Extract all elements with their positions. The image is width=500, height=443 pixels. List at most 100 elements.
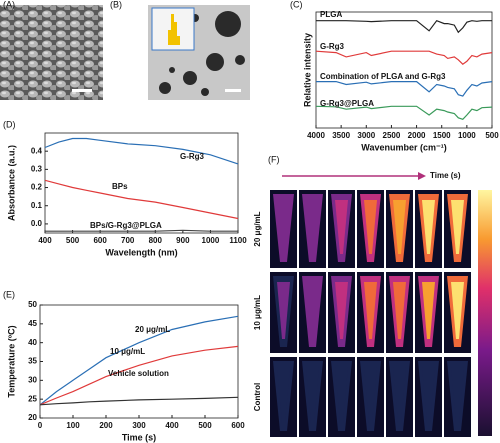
x-tick-label: 500 bbox=[485, 131, 499, 140]
y-tick-label: 40 bbox=[28, 338, 37, 347]
arrow-head bbox=[418, 172, 426, 180]
x-tick-label: 2500 bbox=[383, 131, 401, 140]
x-tick-label: 1100 bbox=[229, 236, 247, 245]
series-line bbox=[44, 137, 239, 165]
tube-core bbox=[364, 200, 377, 254]
y-tick-label: 0.1 bbox=[31, 201, 43, 210]
y-tick-label: 25 bbox=[28, 394, 37, 403]
scale-bar bbox=[225, 89, 241, 92]
series-label: PLGA bbox=[320, 10, 342, 19]
x-tick-label: 3000 bbox=[357, 131, 375, 140]
tube-core bbox=[335, 282, 348, 339]
panel-label: (F) bbox=[268, 154, 280, 164]
x-tick-label: 1000 bbox=[458, 131, 476, 140]
x-tick-label: 600 bbox=[231, 421, 245, 430]
thermal-grid bbox=[270, 190, 471, 437]
tube-core bbox=[422, 200, 435, 254]
series-line bbox=[39, 315, 239, 406]
series-label: G-Rg3@PLGA bbox=[320, 99, 374, 108]
x-tick-label: 1500 bbox=[433, 131, 451, 140]
x-axis-title: Wavelength (nm) bbox=[105, 247, 177, 257]
row-label: 10 μg/mL bbox=[253, 295, 262, 330]
series-label: Combination of PLGA and G-Rg3 bbox=[320, 72, 446, 81]
x-tick-label: 400 bbox=[38, 236, 52, 245]
panel-label: (E) bbox=[3, 289, 15, 299]
panel-label: (A) bbox=[3, 0, 15, 9]
x-tick-label: 200 bbox=[99, 421, 113, 430]
x-axis-title: Wavenumber (cm⁻¹) bbox=[361, 142, 446, 152]
series-label: BPs/G-Rg3@PLGA bbox=[90, 221, 162, 230]
x-tick-label: 400 bbox=[165, 421, 179, 430]
series-line bbox=[316, 81, 493, 97]
x-tick-label: 600 bbox=[93, 236, 107, 245]
y-axis-title: Relative intensity bbox=[302, 33, 312, 107]
tube-core bbox=[306, 367, 319, 423]
series-label: 10 μg/mL bbox=[110, 347, 145, 356]
tube-core bbox=[277, 200, 290, 254]
tube-core bbox=[306, 282, 319, 339]
x-tick-label: 4000 bbox=[307, 131, 325, 140]
x-tick-label: 100 bbox=[66, 421, 80, 430]
x-tick-label: 0 bbox=[38, 421, 43, 430]
plot-frame bbox=[44, 132, 239, 234]
series-line bbox=[39, 396, 239, 406]
y-tick-label: 0.3 bbox=[31, 164, 43, 173]
x-tick-label: 700 bbox=[121, 236, 135, 245]
tube-core bbox=[277, 282, 290, 339]
x-tick-label: 3500 bbox=[332, 131, 350, 140]
tube-core bbox=[306, 200, 319, 254]
x-tick-label: 500 bbox=[66, 236, 80, 245]
y-axis-title: Absorbance (a.u.) bbox=[6, 145, 16, 221]
x-tick-label: 900 bbox=[176, 236, 190, 245]
panel-label: (D) bbox=[3, 119, 16, 129]
row-label: Control bbox=[253, 383, 262, 411]
panel-label: (C) bbox=[290, 0, 303, 9]
y-tick-label: 0.4 bbox=[31, 146, 43, 155]
series-label: Vehicle solution bbox=[108, 369, 169, 378]
y-tick-label: 30 bbox=[28, 375, 37, 384]
x-tick-label: 800 bbox=[149, 236, 163, 245]
tube-core bbox=[335, 200, 348, 254]
x-tick-label: 2000 bbox=[408, 131, 426, 140]
series-label: 20 μg/mL bbox=[135, 325, 170, 334]
series-label: G-Rg3 bbox=[320, 42, 345, 51]
tube-core bbox=[393, 282, 406, 339]
y-tick-label: 0.0 bbox=[31, 219, 43, 228]
y-tick-label: 35 bbox=[28, 357, 37, 366]
y-axis-title: Temperature (ºC) bbox=[6, 325, 16, 397]
series-label: G-Rg3 bbox=[180, 152, 205, 161]
series-line bbox=[316, 19, 492, 34]
series-line bbox=[315, 50, 493, 65]
inset-histogram bbox=[168, 14, 180, 45]
f-time-label: Time (s) bbox=[430, 171, 461, 180]
tube-core bbox=[364, 367, 377, 423]
series-line bbox=[44, 179, 239, 220]
x-tick-label: 300 bbox=[132, 421, 146, 430]
x-tick-label: 1000 bbox=[202, 236, 220, 245]
series-line bbox=[45, 229, 238, 232]
y-tick-label: 50 bbox=[28, 300, 37, 309]
color-bar bbox=[478, 190, 492, 436]
series-label: BPs bbox=[112, 182, 128, 191]
x-tick-label: 500 bbox=[198, 421, 212, 430]
scale-bar bbox=[72, 89, 92, 92]
series-line bbox=[39, 345, 239, 406]
tube-core bbox=[451, 200, 464, 254]
tube-core bbox=[422, 282, 435, 339]
x-axis-title: Time (s) bbox=[122, 432, 156, 442]
plot-frame bbox=[315, 11, 493, 129]
y-tick-label: 45 bbox=[28, 319, 37, 328]
row-label: 20 μg/mL bbox=[253, 211, 262, 246]
tube-core bbox=[451, 282, 464, 339]
tube-core bbox=[393, 367, 406, 423]
tube-core bbox=[393, 200, 406, 254]
plot-frame bbox=[39, 304, 239, 419]
sem-image bbox=[0, 5, 103, 100]
tube-core bbox=[335, 367, 348, 423]
series-line bbox=[315, 105, 493, 120]
tube-core bbox=[364, 282, 377, 339]
y-tick-label: 0.2 bbox=[31, 183, 43, 192]
tube-core bbox=[422, 367, 435, 423]
